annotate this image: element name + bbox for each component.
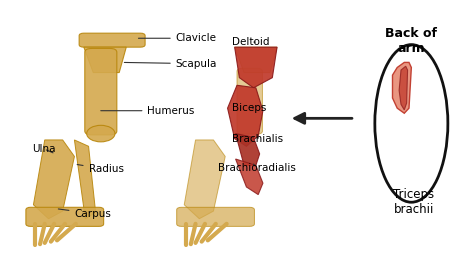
FancyBboxPatch shape bbox=[26, 207, 104, 226]
Polygon shape bbox=[236, 134, 260, 165]
Text: Back of
arm: Back of arm bbox=[385, 27, 438, 55]
FancyBboxPatch shape bbox=[79, 33, 145, 47]
Polygon shape bbox=[184, 140, 225, 219]
FancyBboxPatch shape bbox=[85, 48, 117, 135]
Polygon shape bbox=[235, 47, 277, 88]
FancyBboxPatch shape bbox=[177, 207, 255, 226]
Polygon shape bbox=[236, 159, 263, 195]
Polygon shape bbox=[228, 85, 263, 146]
Text: Ulna: Ulna bbox=[32, 144, 55, 154]
Text: Scapula: Scapula bbox=[124, 59, 217, 69]
Text: Brachialis: Brachialis bbox=[232, 134, 283, 144]
Polygon shape bbox=[399, 66, 408, 110]
Text: Humerus: Humerus bbox=[101, 106, 195, 116]
Text: Triceps
brachii: Triceps brachii bbox=[393, 188, 434, 216]
Text: Clavicle: Clavicle bbox=[138, 33, 217, 43]
Text: Carpus: Carpus bbox=[58, 209, 111, 219]
Text: Brachioradialis: Brachioradialis bbox=[218, 163, 296, 173]
FancyBboxPatch shape bbox=[237, 68, 263, 134]
Polygon shape bbox=[235, 47, 277, 72]
Text: Deltoid: Deltoid bbox=[232, 37, 270, 47]
Ellipse shape bbox=[87, 125, 115, 142]
Polygon shape bbox=[392, 62, 411, 113]
Polygon shape bbox=[74, 140, 96, 219]
Text: Radius: Radius bbox=[77, 164, 124, 174]
Polygon shape bbox=[84, 47, 126, 72]
Polygon shape bbox=[34, 140, 74, 219]
Text: Biceps: Biceps bbox=[232, 103, 267, 113]
Ellipse shape bbox=[375, 45, 448, 202]
